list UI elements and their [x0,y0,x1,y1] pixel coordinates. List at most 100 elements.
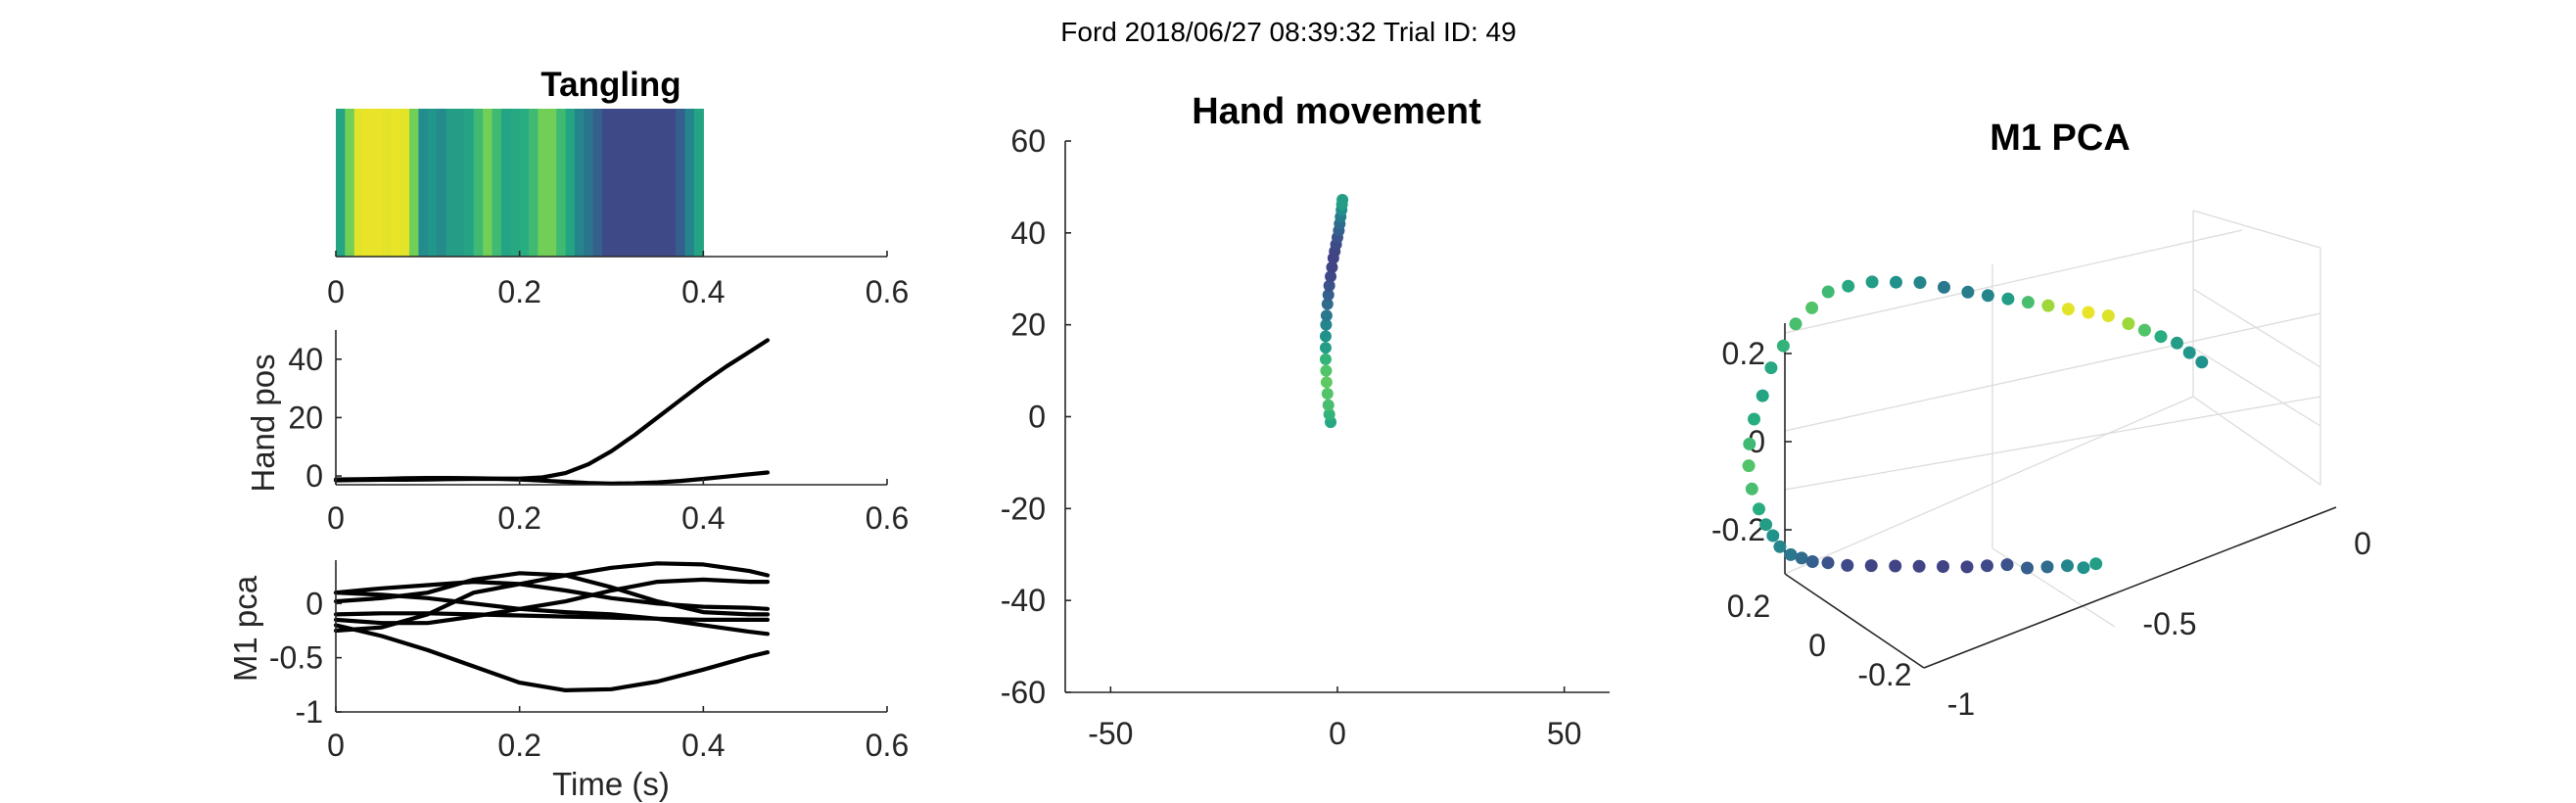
pca3d-point [2089,557,2103,571]
hand-movement-point [1323,279,1335,292]
hand-pos-ticks: 0 0.2 0.4 0.6 0 20 40 [288,342,909,536]
pca3d-point [1938,280,1950,294]
tangling-cell [556,109,567,257]
pca3d-point [2021,561,2034,575]
pca3d-grid [1784,210,2321,628]
tangling-cell [638,109,649,257]
hand-movement-x-tick-label: 0 [1329,716,1346,751]
pca3d-point [1841,558,1854,572]
pca3d-point [1745,482,1758,496]
pca3d-point [2195,355,2209,369]
tangling-cell [611,109,622,257]
hand-movement-point [1323,408,1335,421]
tangling-cell [418,109,429,257]
pca3d-points [1742,275,2209,575]
pca3d-y-tick-label: 0.2 [1727,589,1770,624]
pca3d-point [1981,559,1993,573]
pca3d-point [2077,561,2090,575]
tangling-x-tick-label: 0.6 [866,274,909,309]
pca3d-point [2122,317,2135,330]
pca3d-point [1912,559,1926,573]
hand-movement-x-tick-label: -50 [1088,716,1133,751]
pca3d-point [2171,336,2183,350]
y-tick-label: -0.5 [269,640,323,676]
pca3d-point [1764,361,1778,375]
tangling-cell [693,109,704,257]
tangling-cell [454,109,465,257]
tangling-x-tick-label: 0.4 [681,274,725,309]
tangling-x-tick-label: 0 [327,274,345,309]
tangling-cell [437,109,447,257]
trace-pc2 [333,580,771,611]
x-tick-label: 0.2 [497,500,540,536]
tangling-cell [676,109,686,257]
pca3d-point [1743,437,1756,450]
tangling-cell [574,109,585,257]
pca3d-point [1805,555,1819,568]
tangling-x-tick-label: 0.2 [497,274,540,309]
hand-movement-y-tick-label: 20 [1010,307,1046,343]
tangling-cell [538,109,548,257]
pca3d-z-tick-label: 0.2 [1722,336,1765,371]
hand-movement-y-tick-label: 0 [1028,400,1046,435]
y-tick-label: 40 [288,342,323,377]
x-tick-label: 0.4 [681,728,725,763]
hand-pos-panel: 0 0.2 0.4 0.6 0 20 40 Hand pos [245,330,909,536]
pca3d-point [1776,339,1790,353]
tangling-cell [399,109,410,257]
trace-x [333,470,771,486]
m1-pca-3d-panel: M1 PCA -0.2 0 0.2 -0.2 0 0.2 -1 -0.5 0 [1711,118,2371,722]
pca3d-point [1890,275,1902,289]
tangling-cell [464,109,475,257]
pca3d-point [2040,560,2054,574]
tangling-cell [427,109,438,257]
time-xlabel: Time (s) [552,766,670,802]
pca3d-y-tick-label: 0 [1808,628,1826,663]
hand-pos-ylabel: Hand pos [245,354,281,492]
tangling-cell [584,109,594,257]
hand-movement-point [1321,298,1334,310]
hand-movement-panel: Hand movement -50 0 50 -60 -40 -20 0 20 40 60 [1001,91,1610,751]
hand-movement-point [1322,399,1335,411]
tangling-cell [409,109,420,257]
pca3d-point [1937,560,1949,573]
pca3d-point [2154,330,2168,344]
y-tick-label: 0 [305,586,323,621]
tangling-cell [510,109,521,257]
tangling-cell [336,109,346,257]
hand-movement-point [1322,289,1335,302]
pca3d-point [2137,323,2151,337]
hand-movement-point [1321,388,1334,401]
hand-movement-title: Hand movement [1192,91,1481,132]
tangling-cell [492,109,502,257]
tangling-cell [353,109,364,257]
tangling-cell [473,109,484,257]
pca3d-point [1742,459,1756,473]
hand-movement-point [1336,194,1349,207]
pca3d-point [2041,299,2055,312]
x-tick-label: 0.6 [866,728,909,763]
y-tick-label: -1 [296,694,323,730]
pca3d-point [2182,346,2196,359]
pca3d-point [2000,558,2014,572]
pca3d-point [1773,540,1787,553]
pca3d-point [1889,559,1902,573]
pca3d-point [1805,301,1819,314]
pca3d-point [1789,317,1803,331]
pca3d-point [1960,560,1974,574]
pca3d-point [1766,529,1780,543]
hand-movement-point [1319,353,1332,365]
pca3d-point [1821,285,1835,299]
pca3d-y-axis [1784,573,1925,669]
hand-movement-point [1319,330,1332,343]
tangling-heatmap [336,109,704,257]
hand-movement-y-tick-label: 40 [1010,215,1046,251]
tangling-title: Tangling [540,66,680,104]
pca3d-point [1865,275,1879,289]
tangling-cell [620,109,631,257]
pca3d-x-tick-label: 0 [2354,526,2371,561]
hand-movement-point [1320,318,1333,331]
pca3d-x-tick-label: -1 [1947,686,1975,722]
pca3d-point [2061,559,2074,573]
